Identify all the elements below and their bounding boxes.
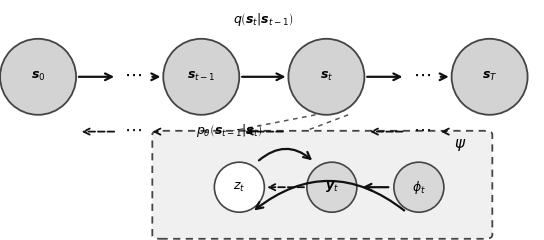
- Text: $q\left(\boldsymbol{s}_t|\boldsymbol{s}_{t-1}\right)$: $q\left(\boldsymbol{s}_t|\boldsymbol{s}_…: [233, 11, 294, 28]
- Ellipse shape: [0, 39, 76, 115]
- Ellipse shape: [288, 39, 364, 115]
- Ellipse shape: [214, 162, 264, 212]
- Ellipse shape: [163, 39, 239, 115]
- Ellipse shape: [452, 39, 528, 115]
- Text: $z_t$: $z_t$: [233, 181, 245, 194]
- Text: $\cdots$: $\cdots$: [124, 121, 143, 139]
- Ellipse shape: [394, 162, 444, 212]
- Text: $\phi_t$: $\phi_t$: [412, 179, 426, 196]
- Text: $p_\theta\left(\boldsymbol{s}_{t-1}|\boldsymbol{s}_t\right)$: $p_\theta\left(\boldsymbol{s}_{t-1}|\bol…: [196, 122, 262, 139]
- Text: $\psi$: $\psi$: [454, 137, 466, 153]
- Text: $\cdots$: $\cdots$: [412, 121, 431, 139]
- FancyBboxPatch shape: [152, 131, 492, 239]
- Text: $\boldsymbol{s}_t$: $\boldsymbol{s}_t$: [320, 70, 333, 83]
- Ellipse shape: [307, 162, 357, 212]
- Text: $\cdots$: $\cdots$: [124, 66, 143, 84]
- Text: $\boldsymbol{y}_t$: $\boldsymbol{y}_t$: [325, 180, 339, 194]
- Text: $\boldsymbol{s}_0$: $\boldsymbol{s}_0$: [31, 70, 45, 83]
- Text: $\boldsymbol{s}_T$: $\boldsymbol{s}_T$: [482, 70, 497, 83]
- Text: $\cdots$: $\cdots$: [412, 66, 431, 84]
- Text: $\boldsymbol{s}_{t-1}$: $\boldsymbol{s}_{t-1}$: [187, 70, 215, 83]
